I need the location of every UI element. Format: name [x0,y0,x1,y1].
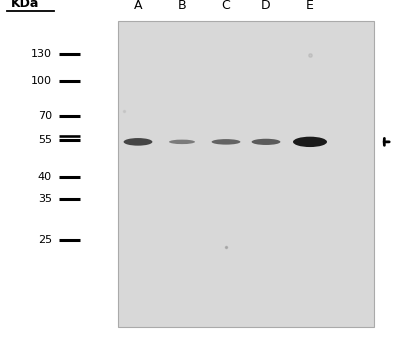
Text: 55: 55 [38,135,52,145]
Text: E: E [306,0,314,12]
Text: 100: 100 [31,76,52,86]
Text: 130: 130 [31,49,52,58]
Ellipse shape [169,140,195,144]
Text: C: C [222,0,230,12]
Ellipse shape [293,137,327,147]
Text: D: D [261,0,271,12]
Text: 25: 25 [38,236,52,245]
Text: 40: 40 [38,172,52,182]
Ellipse shape [212,139,240,145]
Bar [118,21,374,327]
Ellipse shape [124,138,152,146]
Text: 35: 35 [38,194,52,204]
Text: B: B [178,0,186,12]
Ellipse shape [252,139,280,145]
Text: KDa: KDa [11,0,39,10]
Text: 70: 70 [38,111,52,121]
Text: A: A [134,0,142,12]
